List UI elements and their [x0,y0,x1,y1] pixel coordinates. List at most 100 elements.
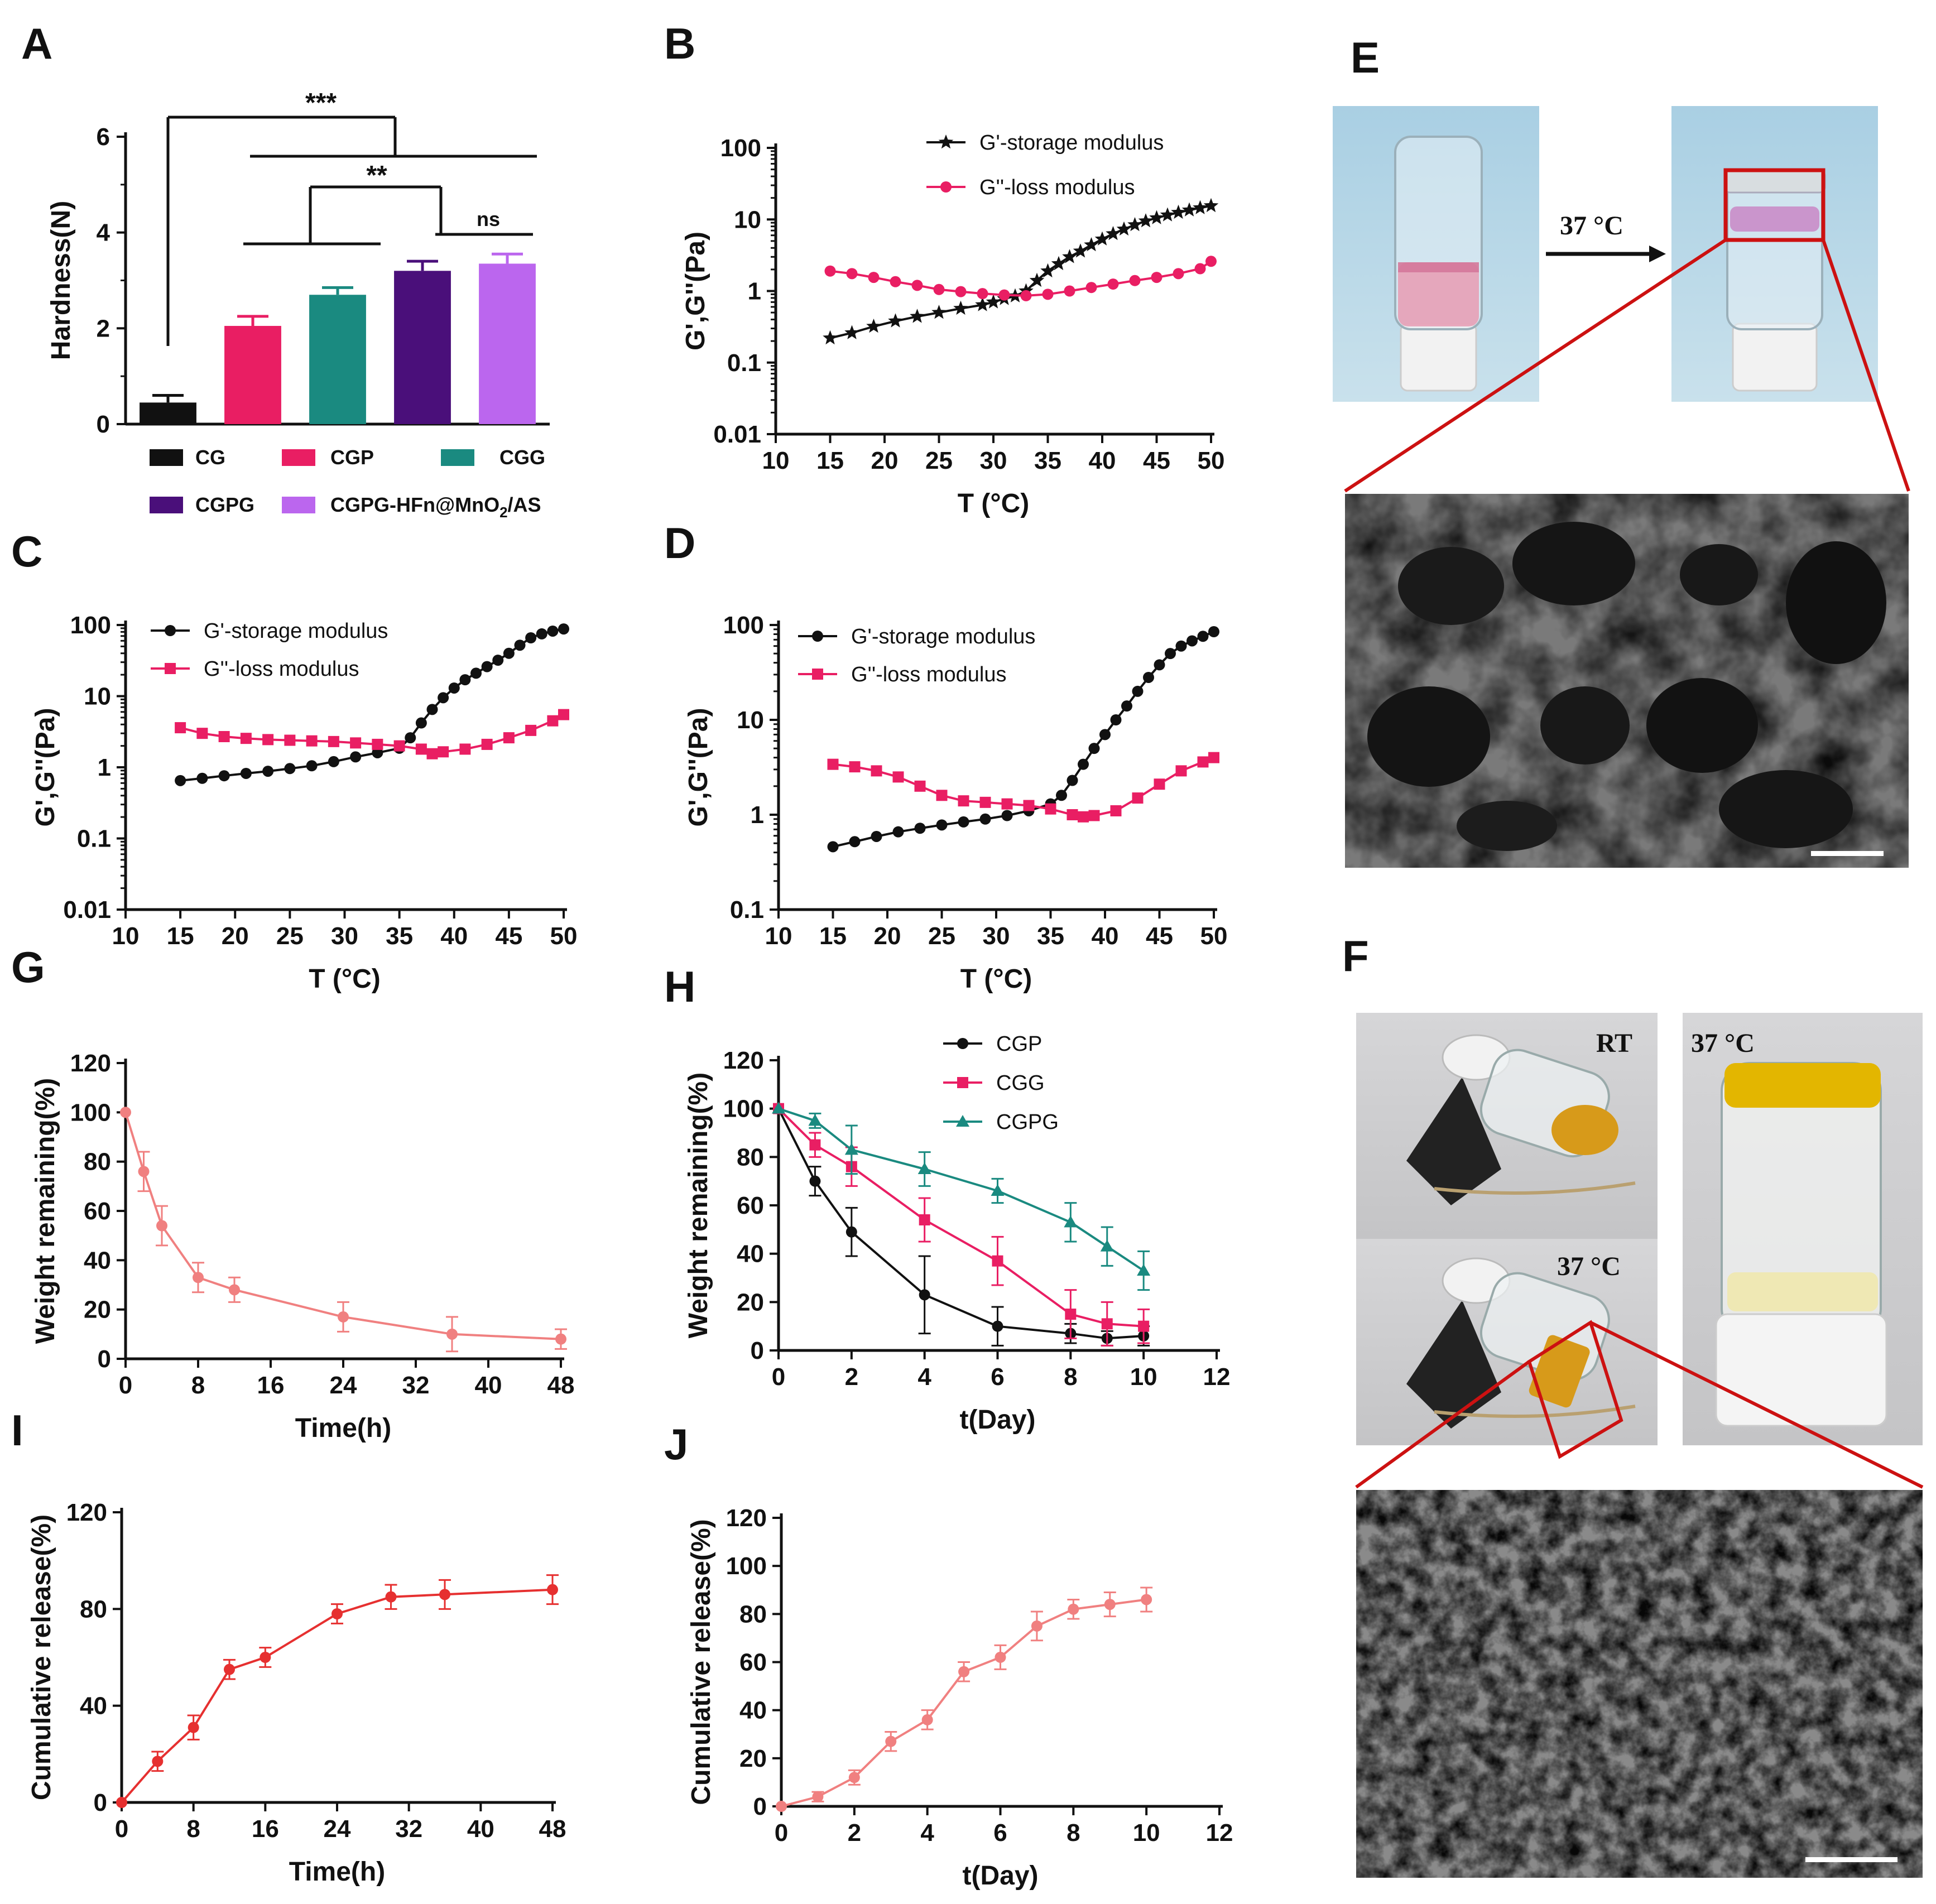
chart-b-series-g-storage-modulus-point [1029,272,1045,287]
chart-j-series-cumulative-release-line [781,1598,1147,1807]
panel-label-e: E [1351,33,1380,82]
legend-swatch-cgpg-hfn [282,497,315,513]
chart-c-legend-1-marker [165,663,176,674]
chart-i-x-axis-title: Time(h) [289,1857,385,1887]
chart-j-x-tick-label: 4 [920,1819,934,1847]
chart-h-x-tick-label: 6 [991,1363,1004,1391]
photo-f-37-inverted-vial: 37 °C [1683,1013,1923,1445]
chart-b-series-g-storage-modulus-point [953,300,968,315]
chart-c-series-g-loss-modulus-point [558,709,569,720]
chart-g-x-tick-label: 32 [402,1372,430,1399]
chart-d-series-g-storage-modulus-point [958,816,969,828]
chart-c-legend-0-marker [165,625,176,636]
chart-c-series-g-storage-modulus-point [426,704,438,715]
chart-g-series-weight-remaining-point [138,1166,150,1177]
chart-b-legend-1-label: G''-loss modulus [979,176,1135,199]
chart-b-series-g-storage-modulus-point [844,325,859,339]
chart-c-series-g-loss-modulus-point [393,740,405,752]
panel-label-j: J [664,1420,688,1469]
chart-d-y-tick-label: 100 [723,612,764,639]
chart-h-y-tick-label: 60 [737,1192,764,1219]
chart-h-legend-2-marker [956,1115,969,1127]
scale-bar-f [1805,1857,1897,1862]
chart-j-series-cumulative-release-point [776,1801,787,1812]
chart-h-x-tick-label: 10 [1130,1363,1157,1391]
panel-label-b: B [664,19,695,68]
panel-label-c: C [11,527,42,576]
chart-b-series-g-storage-modulus-line [830,204,1212,339]
chart-i-y-tick-label: 120 [66,1499,107,1526]
chart-c-series-g-storage-modulus-point [514,640,526,651]
chart-g-x-tick-label: 24 [330,1372,357,1399]
chart-c-series-g-storage-modulus-point [459,674,471,686]
chart-b-series-g-storage-modulus-point [1106,226,1121,241]
chart-b-x-tick-label: 40 [1089,447,1116,474]
chart-i-y-axis-title: Cumulative release(%) [27,1514,56,1800]
chart-d-series-g-storage-modulus-point [1132,685,1144,697]
chart-d-x-tick-label: 30 [983,922,1010,950]
chart-i-x-tick-label: 32 [395,1815,422,1843]
chart-b-series-g-loss-modulus-point [933,283,945,295]
chart-d-series-g-loss-modulus-point [958,795,969,807]
chart-b-x-tick-label: 30 [980,447,1007,474]
chart-b-series-g-loss-modulus-point [1085,282,1097,294]
chart-d-series-g-storage-modulus-point [936,819,948,831]
chart-j-y-tick-label: 60 [739,1649,767,1676]
chart-b-series-g-storage-modulus-point [1181,202,1197,217]
chart-d-series-g-storage-modulus-point [871,830,882,842]
chart-g-y-tick-label: 40 [84,1247,111,1274]
chart-d-series-g-storage-modulus-point [1186,635,1198,647]
chart-h-series-cgg-point [1138,1320,1150,1332]
chart-h-series-cgp-line [777,1108,1144,1340]
chart-b-series-g-storage-modulus-point [1094,231,1110,246]
chart-c-legend-1-label: G''-loss modulus [204,657,359,681]
chart-h-series-cgpg-point [808,1114,822,1126]
chart-h-series-cgpg-point [1100,1239,1114,1252]
chart-d-x-tick-label: 45 [1146,922,1173,950]
chart-c-series-g-storage-modulus-point [448,682,460,694]
chart-d-y-tick-label: 1 [751,801,764,829]
chart-c-series-g-storage-modulus-point [558,623,569,635]
chart-c-series-g-storage-modulus-point [350,751,362,763]
arrow-e-label: 37 °C [1560,211,1623,241]
legend-label-cgpg: CGPG [195,493,254,516]
chart-c-series-g-storage-modulus-point [492,655,504,666]
chart-i-y-tick-label: 40 [80,1693,107,1720]
chart-b-series-g-loss-modulus-point [1020,290,1032,301]
chart-c-series-g-storage-modulus-point [405,732,416,744]
chart-c-series-g-storage-modulus-point [306,760,318,772]
chart-d-series-g-loss-modulus-point [1088,810,1100,821]
chart-h-legend-1-label: CGG [996,1071,1045,1095]
chart-b-x-tick-label: 10 [762,447,790,474]
chart-g-x-tick-label: 48 [547,1372,575,1399]
arrow-e-heating: 37 °C [1546,211,1666,262]
chart-b-series-g-loss-modulus-point [977,288,988,300]
chart-c-series-g-storage-modulus-point [262,766,274,777]
chart-h-x-tick-label: 2 [845,1363,858,1391]
chart-j-x-tick-label: 10 [1133,1819,1160,1847]
chart-h-legend-0-marker [957,1038,968,1049]
chart-d-legend-1-marker [812,669,823,680]
chart-d-series-g-storage-modulus-point [979,813,991,825]
chart-c-series-g-storage-modulus-point [470,667,482,679]
chart-g-series-weight-remaining-point [120,1107,131,1118]
chart-c-y-tick-label: 100 [70,612,111,639]
chart-c-x-tick-label: 15 [167,922,194,950]
chart-b-series-g-loss-modulus-point [1173,268,1184,280]
chart-g-series-weight-remaining-point [446,1328,458,1340]
chart-b-series-g-loss-modulus-point [846,268,858,280]
chart-i-x-tick-label: 16 [252,1815,279,1843]
chart-i-series-cumulative-release-point [439,1589,450,1600]
chart-h-series-cgg-point [809,1139,821,1151]
chart-c-series-g-storage-modulus-point [415,717,427,729]
chart-c-series-g-storage-modulus-point [284,763,296,775]
chart-j-series-cumulative-release-point [848,1772,860,1783]
chart-b-series-g-storage-modulus-point [1203,198,1219,213]
chart-g-y-axis-title: Weight remaining(%) [31,1078,60,1344]
chart-b-series-g-storage-modulus-point [1051,256,1067,271]
chart-b-x-tick-label: 35 [1034,447,1061,474]
chart-c-x-tick-label: 25 [276,922,304,950]
chart-c-series-g-loss-modulus-point [459,743,471,755]
photo-f-rt-vial: RT [1356,1013,1658,1239]
